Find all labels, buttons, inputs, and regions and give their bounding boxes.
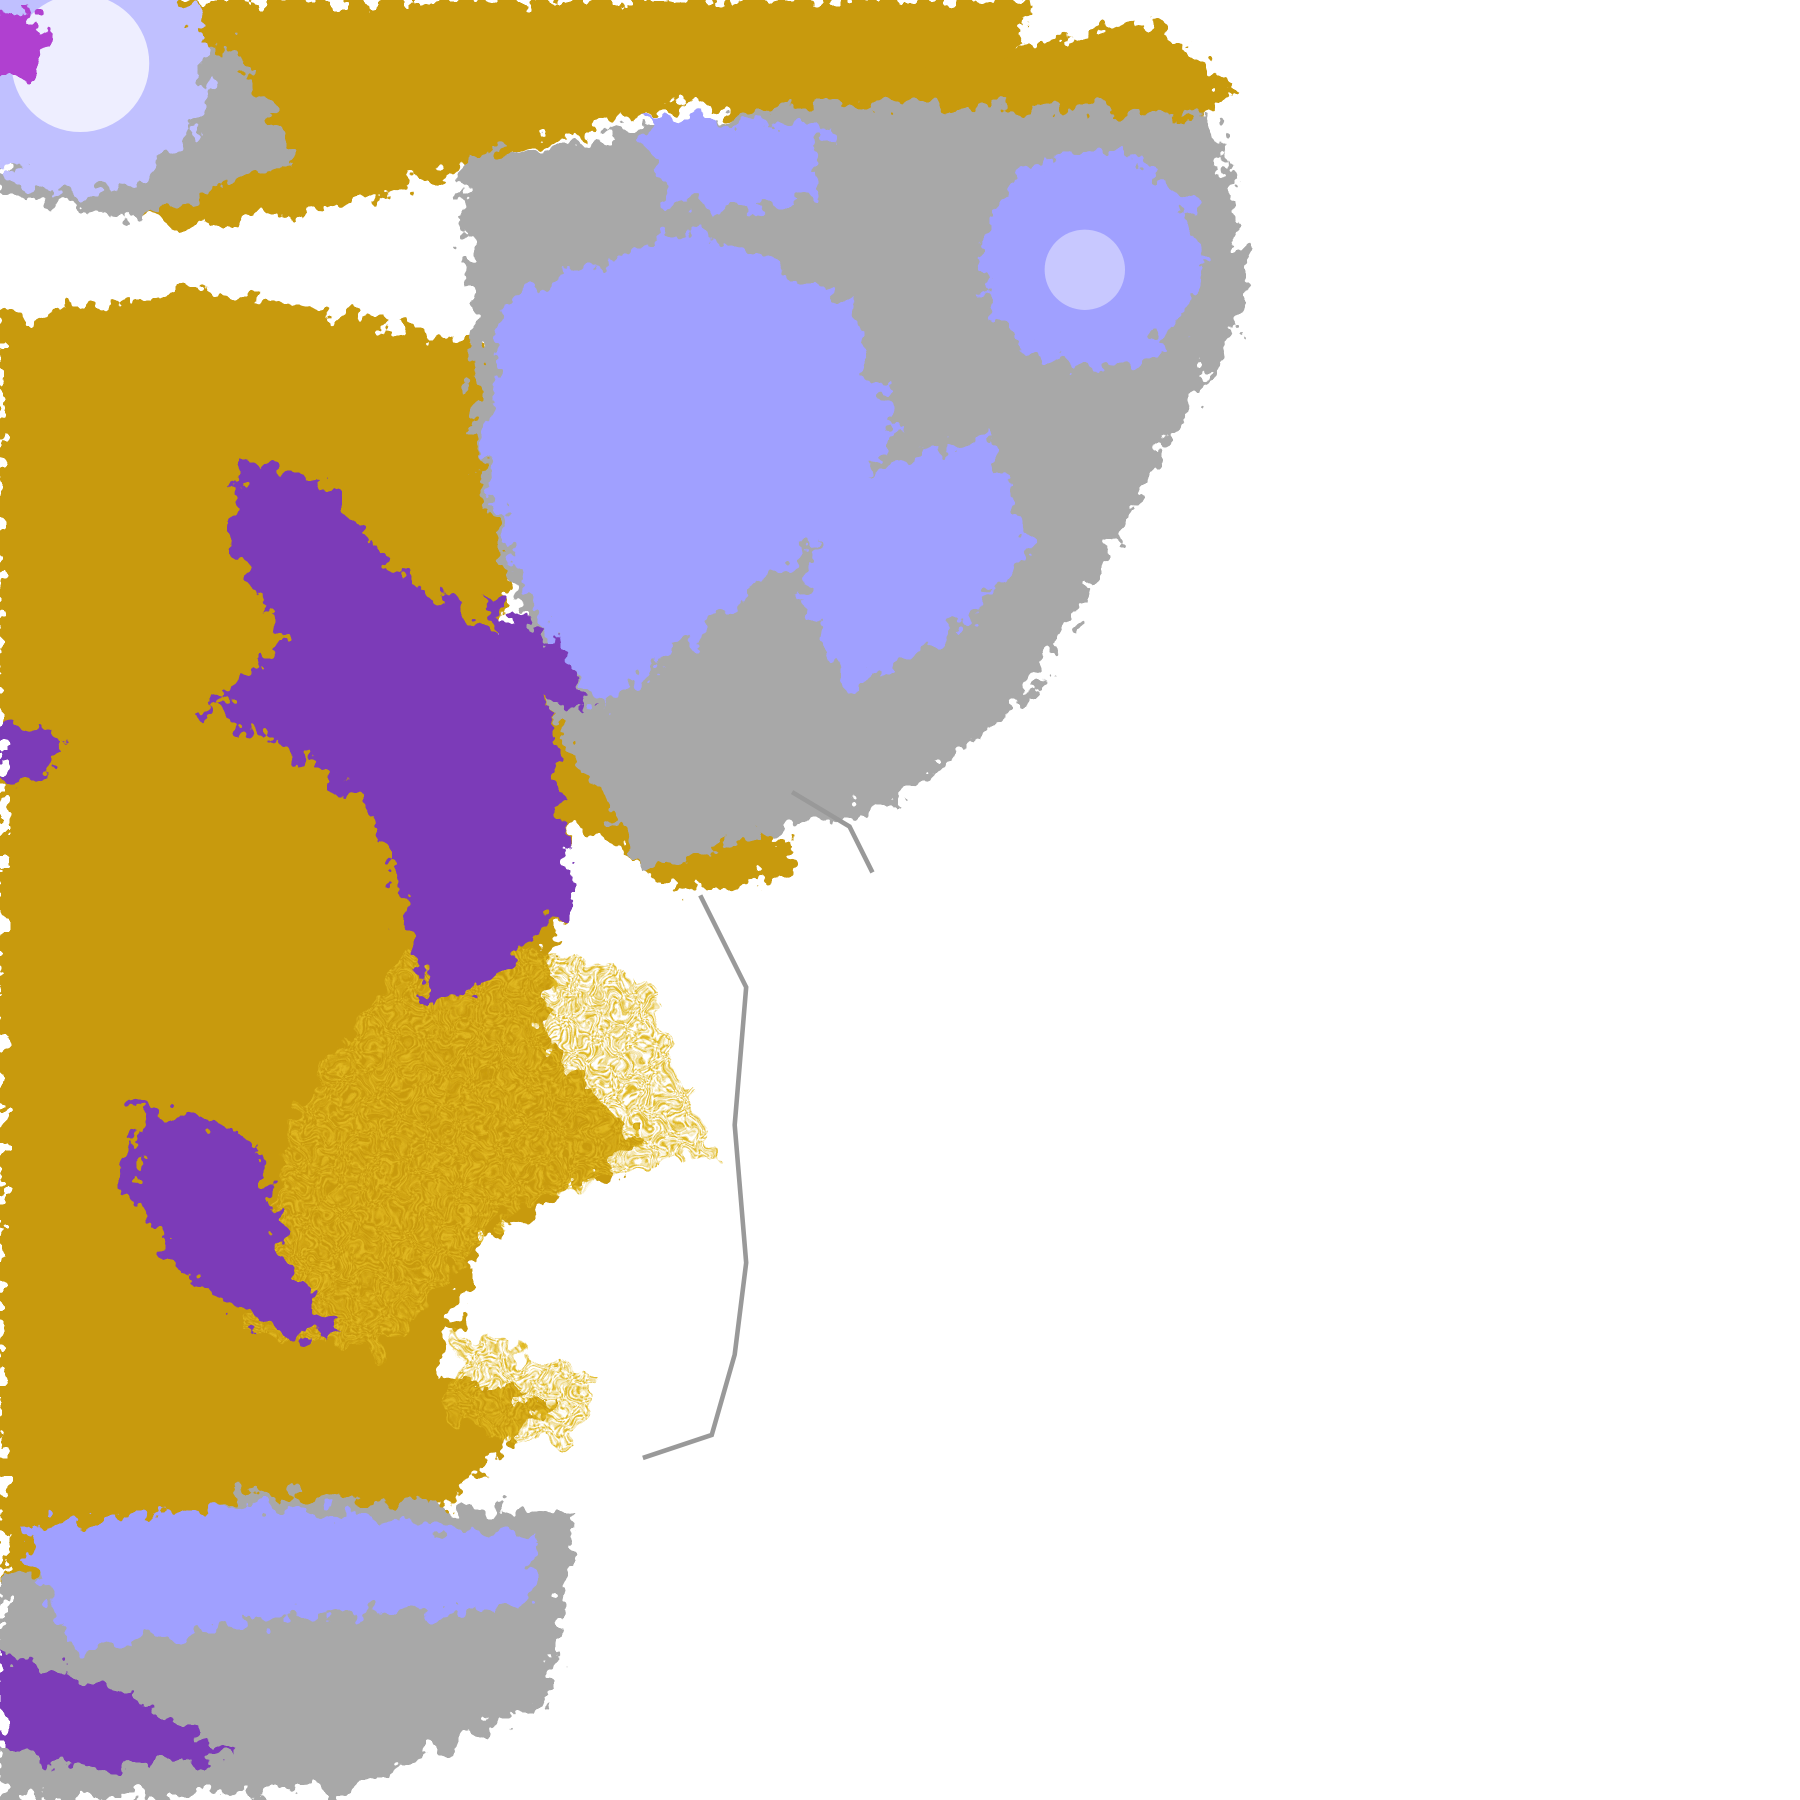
coastline — [642, 790, 875, 1461]
purple-clouds — [0, 459, 586, 1768]
top-left-storm — [0, 0, 207, 196]
gold-haze — [252, 918, 712, 1447]
hurricane — [941, 114, 1240, 414]
blue-clouds — [22, 114, 1034, 1654]
gold-clouds — [0, 0, 1240, 1585]
